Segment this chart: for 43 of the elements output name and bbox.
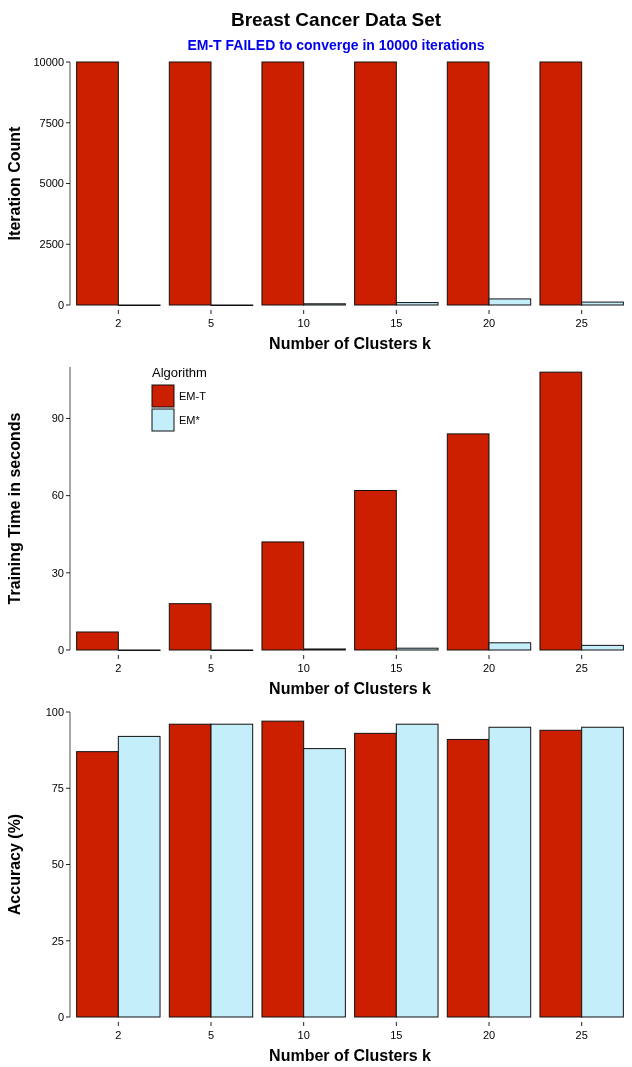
x-tick-label: 15 bbox=[390, 1029, 403, 1041]
x-tick-label: 2 bbox=[115, 317, 122, 329]
x-tick-label: 15 bbox=[390, 662, 403, 674]
x-axis-title: Number of Clusters k bbox=[269, 1047, 432, 1064]
y-tick-label: 7500 bbox=[39, 116, 64, 129]
y-axis-title: Iteration Count bbox=[6, 125, 23, 241]
x-tick-label: 5 bbox=[207, 1029, 215, 1041]
y-axis-title: Accuracy (%) bbox=[6, 813, 23, 916]
y-tick-label: 100 bbox=[45, 705, 64, 718]
y-tick-label: 50 bbox=[51, 858, 64, 871]
x-tick-label: 2 bbox=[115, 1029, 122, 1041]
x-tick-label: 5 bbox=[207, 662, 215, 674]
x-axis-title: Number of Clusters k bbox=[269, 680, 432, 697]
y-axis-title: Training Time in seconds bbox=[6, 412, 23, 605]
y-tick-label: 90 bbox=[51, 412, 64, 425]
y-tick-label: 0 bbox=[57, 298, 64, 311]
y-tick-label: 5000 bbox=[39, 177, 64, 190]
x-tick-label: 10 bbox=[297, 317, 310, 329]
x-tick-label: 25 bbox=[575, 317, 588, 329]
legend-title: Algorithm bbox=[152, 365, 207, 380]
y-tick-label: 0 bbox=[57, 643, 64, 656]
x-axis-title: Number of Clusters k bbox=[269, 335, 432, 352]
x-tick-label: 5 bbox=[207, 317, 215, 329]
x-tick-label: 10 bbox=[297, 1029, 310, 1041]
y-tick-label: 25 bbox=[51, 934, 64, 947]
x-tick-label: 20 bbox=[482, 662, 496, 674]
chart-title: Breast Cancer Data Set bbox=[230, 9, 442, 30]
legend-label: EM-T bbox=[179, 390, 207, 402]
y-tick-label: 60 bbox=[51, 489, 64, 502]
x-tick-label: 20 bbox=[482, 317, 496, 329]
x-tick-label: 15 bbox=[390, 317, 403, 329]
y-tick-label: 2500 bbox=[39, 238, 64, 251]
legend-label: EM* bbox=[179, 414, 201, 426]
x-tick-label: 10 bbox=[297, 662, 310, 674]
y-tick-label: 10000 bbox=[33, 55, 64, 68]
y-tick-label: 30 bbox=[51, 566, 64, 579]
x-tick-label: 2 bbox=[115, 662, 122, 674]
text: EM-T FAILED to converge in 10000 iterations bbox=[187, 37, 485, 53]
x-tick-label: 25 bbox=[575, 662, 588, 674]
y-tick-label: 75 bbox=[51, 782, 64, 795]
x-tick-label: 25 bbox=[575, 1029, 588, 1041]
x-tick-label: 20 bbox=[482, 1029, 496, 1041]
y-tick-label: 0 bbox=[57, 1010, 64, 1023]
